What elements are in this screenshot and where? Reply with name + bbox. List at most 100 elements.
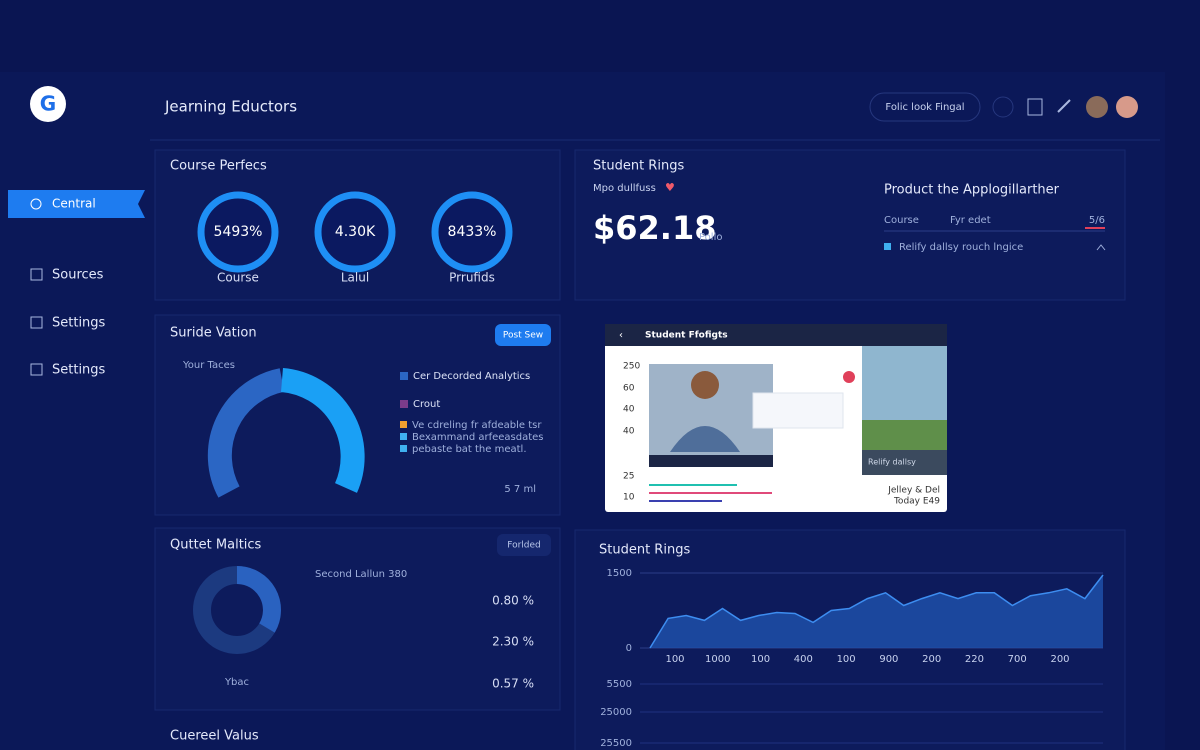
panel-button-label: Forlded	[507, 541, 541, 551]
amount: $62.18	[593, 209, 716, 247]
panel-title: Course Perfecs	[170, 159, 267, 174]
ring-value: 8433%	[448, 224, 497, 240]
lower-label: 25500	[600, 738, 632, 749]
donut-segment	[236, 566, 281, 633]
panel-button[interactable]	[497, 534, 551, 556]
x-tick-label: 700	[1008, 654, 1027, 665]
video-axis: 250 60 40 40 25 10	[623, 362, 640, 503]
x-tick-label: 400	[794, 654, 813, 665]
logo-letter: G	[40, 92, 56, 116]
video-nav[interactable]: ‹	[619, 330, 623, 341]
axis-label: 40	[623, 427, 635, 437]
icon-button[interactable]	[1027, 98, 1043, 116]
panel-title: Suride Vation	[170, 326, 257, 341]
panel-button[interactable]	[495, 324, 551, 346]
avatar[interactable]	[1086, 96, 1108, 118]
chevron[interactable]	[1096, 244, 1106, 251]
axis-label: 10	[623, 493, 635, 503]
legend-swatch	[400, 372, 408, 380]
ring	[197, 191, 279, 273]
x-tick-label: 100	[665, 654, 684, 665]
logo[interactable]	[30, 86, 66, 122]
nav-item[interactable]: Sources	[52, 268, 104, 283]
product-cell: 5/6	[1089, 215, 1105, 226]
video-date: Today E49	[893, 497, 940, 507]
rings	[197, 191, 513, 273]
x-tick-label: 200	[1050, 654, 1069, 665]
nav-icon	[30, 363, 43, 376]
list-item: Ve cdreling fr afdeable tsr	[412, 420, 542, 431]
nav-active[interactable]	[8, 190, 145, 218]
header-title: Jearning Eductors	[164, 98, 297, 116]
note-icon	[884, 243, 891, 250]
popup	[752, 392, 844, 429]
ring	[431, 191, 513, 273]
panel	[574, 149, 1126, 301]
panel-footer: 5 7 ml	[504, 484, 536, 495]
ring-label: Lalul	[341, 271, 369, 285]
icon-button[interactable]	[1057, 99, 1071, 113]
list-item: Bexammand arfeeasdates	[412, 432, 544, 443]
lower-label: 25000	[600, 707, 632, 718]
x-tick-label: 200	[922, 654, 941, 665]
icon-button[interactable]	[992, 96, 1014, 118]
area-line	[649, 574, 1104, 649]
product-cell: Fyr edet	[950, 215, 991, 226]
gauge-segment	[207, 368, 285, 498]
item-dot	[400, 421, 407, 428]
section-title: Cuereel Valus	[170, 729, 259, 744]
legend-label: Cer Decorded Analytics	[413, 371, 530, 382]
axis-label: 60	[623, 384, 635, 394]
nav-item[interactable]: Settings	[52, 316, 106, 331]
item-dot	[400, 433, 407, 440]
caption: Your Taces	[182, 360, 235, 371]
panel-note: Second Lallun 380	[315, 569, 407, 580]
product-cell: Course	[884, 215, 919, 226]
panel	[154, 527, 561, 711]
panel-title: Student Rings	[593, 159, 684, 174]
side-caption: Relify dallsy	[868, 458, 916, 467]
x-tick-label: 100	[837, 654, 856, 665]
y-tick-label: 0	[626, 643, 632, 654]
x-tick-label: 220	[965, 654, 984, 665]
ring-value: 4.30K	[335, 224, 376, 240]
person-head	[691, 371, 719, 399]
legend-swatch	[400, 400, 408, 408]
video-name: Jelley & Del	[887, 486, 940, 496]
ring-label: Prrufids	[449, 271, 495, 285]
axis-label: 25	[623, 472, 634, 482]
video-controls	[649, 455, 773, 467]
x-tick-label: 1000	[705, 654, 730, 665]
video-title: Student Ffofigts	[645, 331, 728, 341]
product-title: Product the Applogillarther	[884, 183, 1060, 198]
legend-label: Crout	[413, 399, 440, 410]
metric-value: 0.57 %	[492, 677, 534, 691]
ring	[314, 191, 396, 273]
metric-value: 2.30 %	[492, 635, 534, 649]
nav-item[interactable]: Central	[52, 197, 96, 211]
ring-value: 5493%	[214, 224, 263, 240]
metric-value: 0.80 %	[492, 594, 534, 608]
subtitle: Mpo dullfuss	[593, 183, 656, 194]
nav-icon	[30, 198, 42, 210]
nav-item[interactable]: Settings	[52, 363, 106, 378]
panel-button-label: Post Sew	[503, 331, 543, 341]
product-note: Relify dallsy rouch lngice	[899, 242, 1023, 253]
popup-badge	[843, 371, 855, 383]
chart-title: Student Rings	[599, 543, 690, 558]
avatar[interactable]	[1116, 96, 1138, 118]
axis-label: 40	[623, 405, 635, 415]
list-item: pebaste bat the meatl.	[412, 444, 527, 455]
gauge-segment	[280, 368, 365, 493]
nav-icon	[30, 268, 43, 281]
lower-label: 5500	[607, 679, 632, 690]
header-button[interactable]	[869, 92, 981, 122]
header-button-label: Folic look Fingal	[885, 102, 964, 113]
amount-note: Pollo	[699, 232, 722, 243]
side-image-bar	[862, 450, 947, 475]
ring-label: Course	[217, 271, 259, 285]
x-tick-label: 100	[751, 654, 770, 665]
person-body	[670, 426, 740, 452]
video-header	[605, 324, 947, 346]
